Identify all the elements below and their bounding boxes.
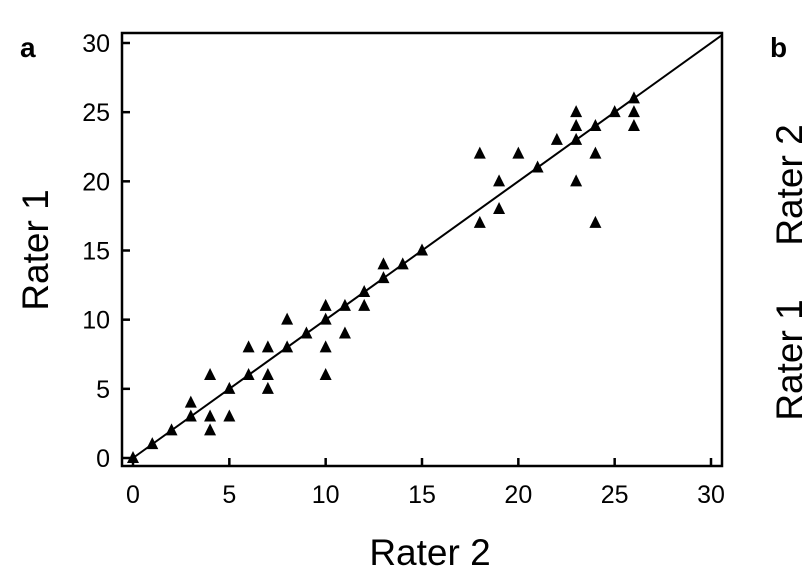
data-point <box>242 340 255 353</box>
data-point <box>204 368 217 380</box>
data-point <box>396 257 409 270</box>
y-axis-label: Rater 1 <box>15 189 56 310</box>
data-point <box>550 132 563 145</box>
panel-label-b: b <box>770 32 787 63</box>
data-point <box>204 409 217 422</box>
data-point <box>261 340 274 353</box>
data-point <box>319 340 332 353</box>
data-point <box>377 271 390 284</box>
data-point <box>358 285 371 297</box>
data-point <box>512 146 525 159</box>
data-point <box>627 119 640 131</box>
data-point <box>627 105 640 118</box>
panel-b-y-label-top: Rater 2 <box>769 124 807 245</box>
data-point <box>358 298 371 311</box>
data-point <box>338 326 351 339</box>
data-point <box>319 312 332 325</box>
data-point <box>570 132 583 145</box>
data-point <box>146 437 159 450</box>
y-tick-label: 10 <box>82 307 110 335</box>
data-point <box>589 146 602 159</box>
data-point <box>493 174 506 187</box>
y-tick-label: 0 <box>96 445 110 473</box>
x-tick-label: 0 <box>126 481 140 509</box>
data-point <box>242 368 255 380</box>
x-tick-label: 30 <box>697 481 725 509</box>
data-point <box>165 423 178 436</box>
data-point <box>300 326 313 339</box>
data-point <box>627 91 640 104</box>
data-point <box>570 119 583 131</box>
data-point <box>204 423 217 436</box>
x-tick-label: 20 <box>504 481 532 509</box>
data-point <box>531 160 544 173</box>
y-tick-label: 20 <box>82 168 110 196</box>
panel-b-y-label-bottom: Rater 1 <box>769 299 807 420</box>
data-point <box>473 146 486 159</box>
data-point <box>319 368 332 380</box>
y-tick-label: 25 <box>82 99 110 127</box>
x-tick-label: 5 <box>222 481 236 509</box>
data-point <box>377 257 390 270</box>
data-point <box>127 451 139 463</box>
y-tick-label: 5 <box>96 376 110 404</box>
data-point <box>608 105 621 118</box>
data-point <box>281 340 294 353</box>
data-point <box>416 243 428 256</box>
data-point <box>223 381 236 394</box>
x-axis-label: Rater 2 <box>369 532 490 573</box>
data-point <box>570 174 583 187</box>
data-point <box>570 105 583 118</box>
y-tick-label: 30 <box>82 30 110 58</box>
x-tick-label: 10 <box>312 481 340 509</box>
x-tick-label: 25 <box>601 481 629 509</box>
data-point <box>223 409 236 422</box>
data-point <box>261 368 274 380</box>
data-point <box>589 215 602 228</box>
data-point <box>338 298 351 311</box>
data-point <box>319 298 332 311</box>
data-point <box>589 119 602 131</box>
data-point <box>281 312 294 325</box>
data-point <box>473 215 486 228</box>
x-tick-label: 15 <box>408 481 436 509</box>
y-tick-label: 15 <box>82 238 110 266</box>
data-point <box>184 409 197 422</box>
data-point <box>261 381 274 394</box>
data-point <box>493 202 506 214</box>
panel-label-a: a <box>20 32 36 63</box>
data-point <box>184 395 197 408</box>
